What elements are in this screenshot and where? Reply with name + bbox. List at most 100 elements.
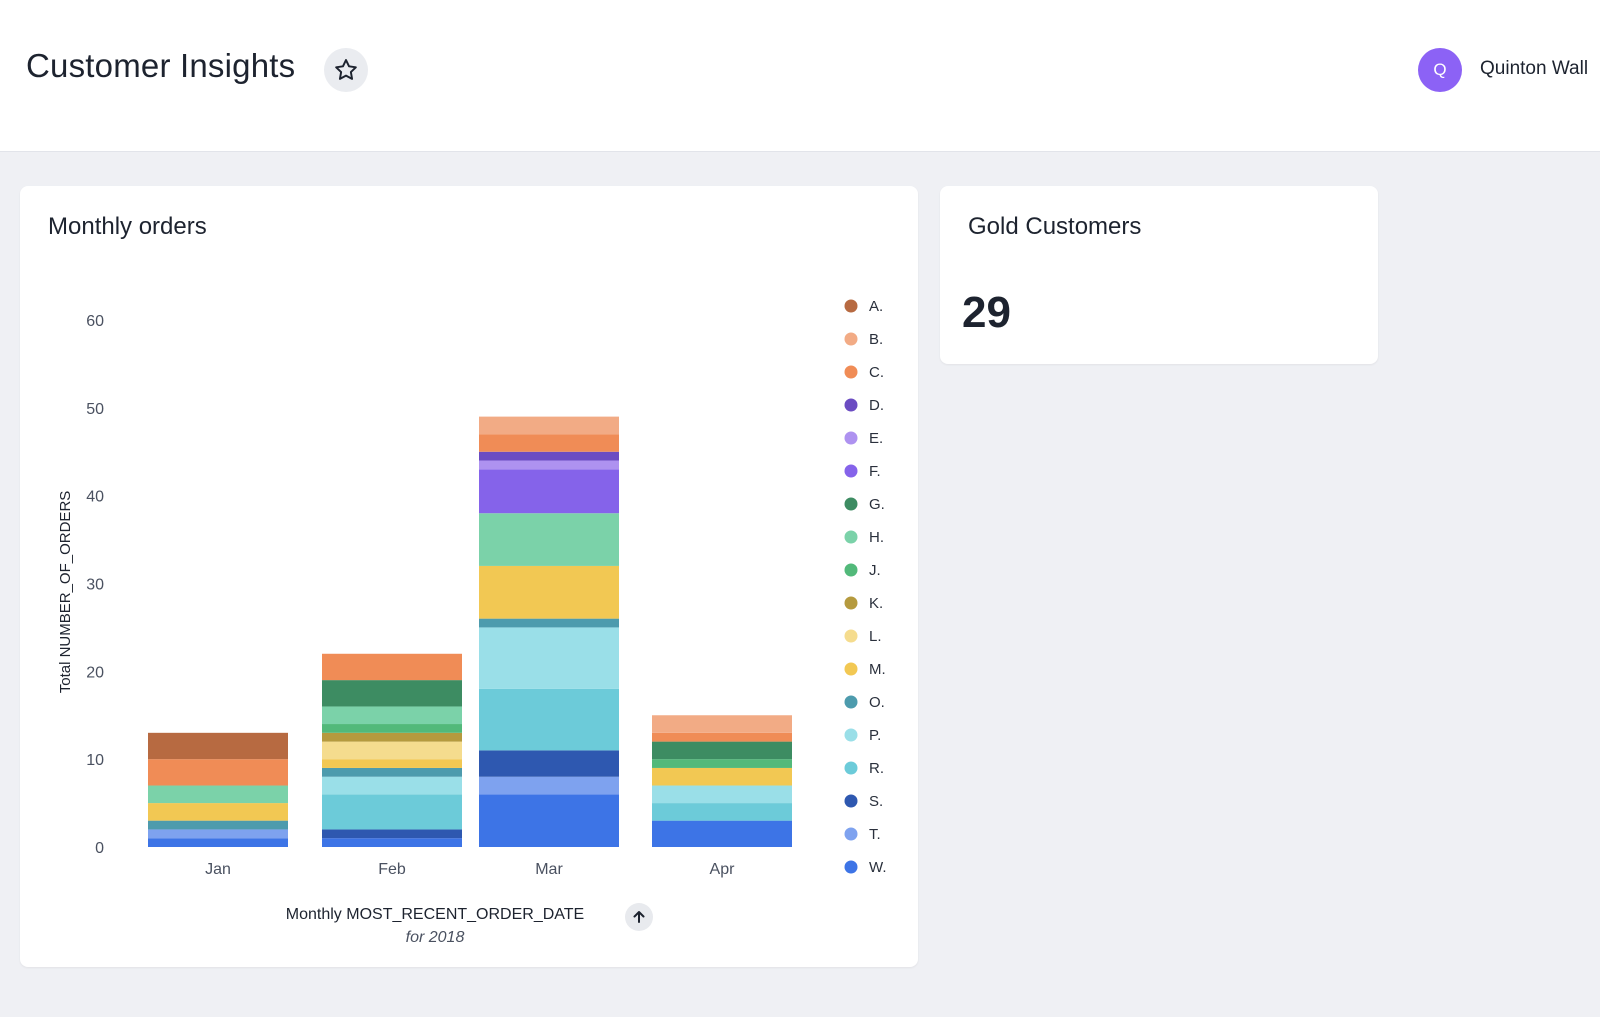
x-tick-label: Jan bbox=[205, 861, 231, 878]
bar-segment[interactable] bbox=[479, 688, 619, 751]
bar-segment[interactable] bbox=[148, 732, 288, 760]
y-tick-label: 0 bbox=[95, 840, 104, 857]
arrow-up-icon bbox=[633, 911, 645, 923]
bar-segment[interactable] bbox=[479, 565, 619, 619]
kpi-value: 29 bbox=[962, 288, 1011, 337]
bar-segment[interactable] bbox=[479, 794, 619, 847]
legend-item[interactable]: A. bbox=[869, 298, 883, 315]
bar-segment[interactable] bbox=[322, 680, 462, 707]
legend-swatch bbox=[844, 761, 858, 775]
legend-swatch bbox=[844, 596, 858, 610]
legend-item[interactable]: P. bbox=[869, 727, 881, 744]
bar-segment[interactable] bbox=[479, 416, 619, 435]
y-tick-label: 10 bbox=[86, 752, 104, 769]
bar-segment[interactable] bbox=[148, 759, 288, 786]
x-tick-label: Apr bbox=[710, 861, 736, 878]
user-name[interactable]: Quinton Wall bbox=[1480, 58, 1589, 79]
legend: A. B. C. D. E. F. G. H. J. K. L. M. O. P. R. S. T. W. bbox=[844, 298, 887, 876]
bar-segment[interactable] bbox=[322, 829, 462, 839]
x-axis-title: Monthly MOST_RECENT_ORDER_DATE bbox=[285, 906, 585, 923]
bar-segment[interactable] bbox=[652, 715, 792, 733]
legend-item[interactable]: G. bbox=[869, 496, 885, 513]
legend-swatch bbox=[844, 695, 858, 709]
bar-segment[interactable] bbox=[479, 434, 619, 452]
legend-item[interactable]: W. bbox=[869, 859, 887, 876]
x-tick-label: Feb bbox=[378, 861, 406, 878]
legend-item[interactable]: T. bbox=[869, 826, 881, 843]
bar-segment[interactable] bbox=[652, 741, 792, 760]
legend-swatch bbox=[844, 629, 858, 643]
bar-segment[interactable] bbox=[479, 513, 619, 566]
y-tick-label: 30 bbox=[86, 577, 104, 594]
legend-item[interactable]: H. bbox=[869, 529, 884, 546]
bar-segment[interactable] bbox=[322, 794, 462, 830]
bar-segment[interactable] bbox=[322, 838, 462, 847]
y-axis-title: Total NUMBER_OF_ORDERS bbox=[57, 491, 74, 694]
legend-item[interactable]: J. bbox=[869, 562, 881, 579]
bar-segment[interactable] bbox=[479, 618, 619, 628]
bar-segment[interactable] bbox=[479, 776, 619, 795]
legend-swatch bbox=[844, 860, 858, 874]
legend-item[interactable]: M. bbox=[869, 661, 886, 678]
legend-item[interactable]: R. bbox=[869, 760, 884, 777]
legend-item[interactable]: S. bbox=[869, 793, 883, 810]
legend-swatch bbox=[844, 728, 858, 742]
bar-segment[interactable] bbox=[652, 767, 792, 786]
x-axis-ticks: Jan Feb Mar Apr bbox=[205, 861, 735, 878]
bar-segment[interactable] bbox=[652, 759, 792, 768]
legend-swatch bbox=[844, 794, 858, 808]
legend-item[interactable]: O. bbox=[869, 694, 885, 711]
bar-segment[interactable] bbox=[479, 460, 619, 470]
legend-swatch bbox=[844, 497, 858, 511]
bar-segment[interactable] bbox=[322, 776, 462, 795]
legend-swatch bbox=[844, 827, 858, 841]
bar-segment[interactable] bbox=[322, 724, 462, 733]
legend-swatch bbox=[844, 662, 858, 676]
legend-swatch bbox=[844, 530, 858, 544]
legend-swatch bbox=[844, 398, 858, 412]
bar-segment[interactable] bbox=[148, 785, 288, 804]
bar-segment[interactable] bbox=[322, 706, 462, 725]
legend-item[interactable]: E. bbox=[869, 430, 883, 447]
legend-swatch bbox=[844, 464, 858, 478]
sort-button[interactable] bbox=[625, 903, 653, 931]
bar-segment[interactable] bbox=[479, 451, 619, 461]
bar-segment[interactable] bbox=[479, 469, 619, 514]
legend-item[interactable]: K. bbox=[869, 595, 883, 612]
star-icon bbox=[335, 59, 357, 80]
bar-segment[interactable] bbox=[322, 741, 462, 760]
legend-swatch bbox=[844, 431, 858, 445]
legend-swatch bbox=[844, 365, 858, 379]
bar-segment[interactable] bbox=[322, 653, 462, 681]
bar-segment[interactable] bbox=[148, 838, 288, 847]
bar-segment[interactable] bbox=[322, 767, 462, 777]
bar-segment[interactable] bbox=[652, 785, 792, 804]
bar-segment[interactable] bbox=[652, 732, 792, 742]
legend-item[interactable]: L. bbox=[869, 628, 882, 645]
bar-segment[interactable] bbox=[148, 829, 288, 839]
bar-segment[interactable] bbox=[479, 627, 619, 689]
bar-segment[interactable] bbox=[652, 803, 792, 821]
bar-segment[interactable] bbox=[148, 820, 288, 830]
favorite-button[interactable] bbox=[324, 48, 368, 92]
legend-item[interactable]: D. bbox=[869, 397, 884, 414]
y-tick-label: 50 bbox=[86, 401, 104, 418]
card-title: Monthly orders bbox=[48, 213, 207, 240]
bar-segment[interactable] bbox=[479, 750, 619, 777]
bars bbox=[148, 416, 792, 847]
page-title: Customer Insights bbox=[26, 47, 296, 84]
legend-swatch bbox=[844, 332, 858, 346]
legend-item[interactable]: B. bbox=[869, 331, 883, 348]
legend-item[interactable]: C. bbox=[869, 364, 884, 381]
gold-customers-card: Gold Customers 29 bbox=[940, 186, 1378, 364]
bar-segment[interactable] bbox=[652, 820, 792, 847]
bar-segment[interactable] bbox=[322, 732, 462, 742]
y-tick-label: 60 bbox=[86, 313, 104, 330]
bar-segment[interactable] bbox=[148, 803, 288, 821]
legend-item[interactable]: F. bbox=[869, 463, 881, 480]
y-tick-label: 20 bbox=[86, 664, 104, 681]
bar-segment[interactable] bbox=[322, 759, 462, 768]
x-axis-subtitle: for 2018 bbox=[405, 929, 465, 946]
avatar[interactable]: Q bbox=[1418, 48, 1462, 92]
y-axis-ticks: 0 10 20 30 40 50 60 bbox=[86, 313, 104, 857]
